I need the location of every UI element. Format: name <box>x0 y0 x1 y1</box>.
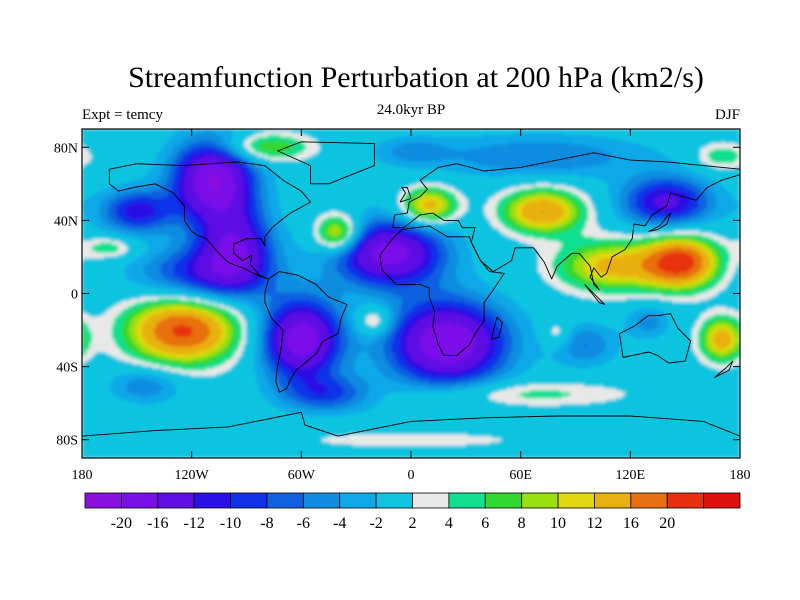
y-tick-label: 40S <box>56 361 78 376</box>
coastline <box>618 313 692 364</box>
x-tick-label: 120E <box>616 468 646 483</box>
colorbar-swatch <box>193 492 231 509</box>
colorbar-swatch <box>557 492 595 509</box>
colorbar-label: -10 <box>220 515 241 532</box>
coastline <box>264 271 348 393</box>
y-tick-label: 0 <box>71 288 78 303</box>
colorbar-label: 6 <box>481 515 489 532</box>
colorbar: -20 -16 -12 -10 -8 -6 -4 -2 2 4 6 8 10 12 16 20 <box>84 492 741 532</box>
coastline <box>277 141 375 185</box>
colorbar-label: -6 <box>297 515 310 532</box>
colorbar-label: -12 <box>184 515 205 532</box>
colorbar-swatch <box>266 492 304 509</box>
colorbar-swatch <box>230 492 268 509</box>
colorbar-swatch <box>120 492 159 509</box>
y-tick-label: 80S <box>56 434 78 449</box>
colorbar-label: 2 <box>409 515 417 532</box>
colorbar-swatch <box>412 492 450 509</box>
coastline <box>648 212 671 232</box>
x-tick-label: 60W <box>288 468 316 483</box>
x-tick-label: 60E <box>509 468 532 483</box>
x-tick-label: 120W <box>175 468 210 483</box>
colorbar-label: 20 <box>659 515 675 532</box>
subtitle-right: DJF <box>715 107 740 123</box>
colorbar-swatch <box>521 492 559 509</box>
colorbar-label: 12 <box>586 515 602 532</box>
coastline <box>584 284 606 305</box>
coastline <box>379 225 505 357</box>
x-tick-label: 0 <box>408 468 415 483</box>
colorbar-label: -8 <box>260 515 273 532</box>
x-tick-label: 180 <box>730 468 751 483</box>
streamfunction-field <box>82 129 740 458</box>
subtitle-left: Expt = temcy <box>82 107 163 123</box>
colorbar-swatch <box>666 492 705 509</box>
colorbar-swatch <box>594 492 632 509</box>
colorbar-swatch <box>484 492 523 509</box>
colorbar-swatch <box>157 492 195 509</box>
x-tick-label: 180 <box>72 468 93 483</box>
coastlines <box>82 141 740 437</box>
y-tick-label: 80N <box>54 141 78 156</box>
colorbar-label: -4 <box>333 515 346 532</box>
coastline <box>108 161 311 280</box>
colorbar-swatch <box>703 492 741 509</box>
colorbar-label: 8 <box>518 515 526 532</box>
map-plot-area: 180 120W 60W 0 60E 120E 180 80N 40N 0 40S 80S <box>54 128 751 483</box>
coastline <box>82 411 740 437</box>
x-axis: 180 120W 60W 0 60E 120E 180 <box>72 129 751 483</box>
colorbar-swatch <box>302 492 341 509</box>
colorbar-label: -2 <box>369 515 382 532</box>
colorbar-label: 4 <box>445 515 453 532</box>
coastline <box>399 187 412 203</box>
colorbar-swatch <box>375 492 413 509</box>
coastline <box>490 316 503 340</box>
colorbar-swatch <box>630 492 668 509</box>
colorbar-swatch <box>448 492 486 509</box>
y-tick-label: 40N <box>54 214 78 229</box>
colorbar-swatch <box>339 492 377 509</box>
chart-title: Streamfunction Perturbation at 200 hPa (… <box>128 61 704 94</box>
coastline <box>714 360 734 379</box>
colorbar-label: 10 <box>550 515 566 532</box>
subtitle-center: 24.0kyr BP <box>377 102 445 118</box>
colorbar-label: 16 <box>623 515 639 532</box>
colorbar-label: -16 <box>147 515 168 532</box>
colorbar-swatch <box>84 492 122 509</box>
colorbar-label: -20 <box>111 515 132 532</box>
y-axis: 80N 40N 0 40S 80S <box>54 141 740 449</box>
